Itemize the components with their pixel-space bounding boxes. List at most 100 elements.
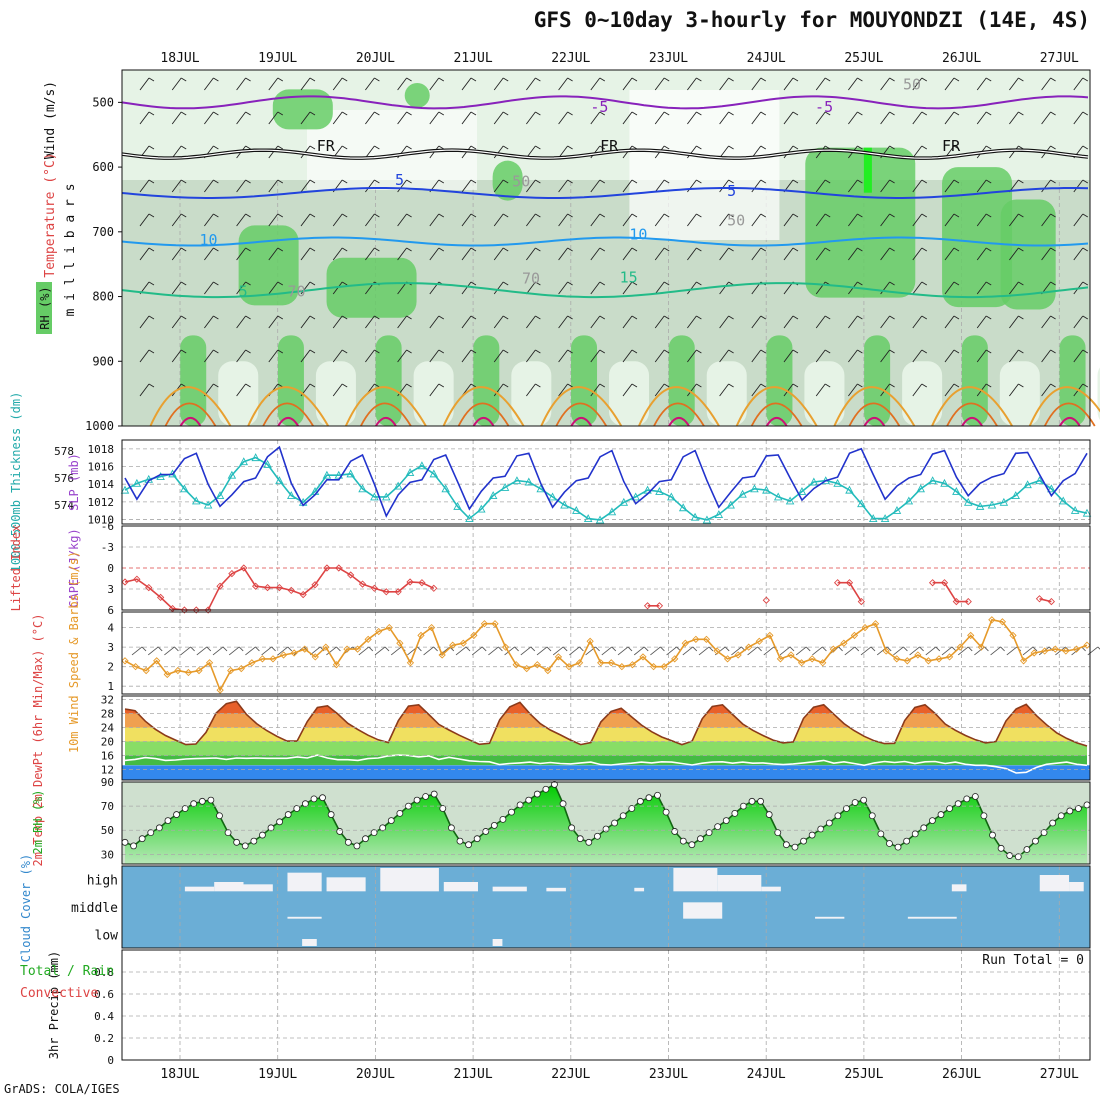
wind-barb [1041, 77, 1051, 91]
slp-tick-label: 1014 [88, 478, 115, 491]
surface-wind-barb [520, 646, 532, 656]
surface-wind-barb [731, 646, 742, 656]
run-total-annotation: Run Total = 0 [982, 953, 1084, 968]
wind-barb-flag [567, 111, 573, 116]
wind-barb-flag [535, 383, 541, 388]
wind-barb-flag [277, 77, 284, 82]
wind-barb-flag [277, 111, 284, 116]
wind-barb-flag [857, 179, 863, 184]
thickness-point [132, 478, 142, 487]
thickness-point [714, 510, 724, 518]
wind-barb [332, 383, 343, 397]
wind-barb-flag [792, 315, 799, 320]
wind-barb [558, 349, 568, 363]
contour-label: 70 [287, 283, 305, 301]
wind-barb [848, 213, 858, 227]
surface-wind-barb-flag [498, 646, 503, 652]
lifted-index-point [240, 564, 248, 572]
wind-barb [236, 349, 246, 363]
surface-wind-barb [957, 646, 969, 656]
rh2m-point [439, 805, 447, 812]
wind-barb [976, 349, 987, 363]
wind-barb [558, 315, 568, 329]
wind-barb [236, 247, 246, 261]
contour-15 [121, 282, 1089, 299]
thickness-point [227, 470, 237, 479]
date-label-top: 18JUL [160, 51, 199, 66]
surface-wind-barb-flag [141, 646, 147, 652]
wind-speed-point [544, 666, 552, 675]
wind-barb-flag [953, 111, 960, 116]
rh2m-point [903, 837, 911, 845]
rh2m-tick-label: 30 [101, 848, 114, 861]
wind-barb [526, 77, 536, 91]
wind-barb [139, 383, 150, 397]
thickness-point [880, 514, 890, 523]
thickness-point [1011, 491, 1020, 499]
wind-barb [654, 281, 665, 295]
wind-barb [204, 349, 214, 363]
cloud-segment [287, 872, 322, 892]
thickness-point [797, 487, 807, 495]
wind-speed-point [332, 661, 341, 669]
wind-barb [687, 111, 697, 125]
cloud-segment [214, 882, 244, 892]
surface-wind-barb [617, 646, 629, 656]
wind-barb-flag [213, 315, 219, 320]
temp-tick-label: 12 [101, 764, 114, 777]
contour-20 [442, 386, 525, 427]
date-label-top: 23JUL [649, 51, 688, 66]
date-label-top: 21JUL [454, 51, 493, 66]
rh-moist-patch [492, 160, 523, 201]
wind-barb-flag [213, 383, 219, 388]
rh2m-point [155, 824, 163, 832]
wind-barb-flag [438, 349, 445, 354]
rh2m-point [800, 837, 807, 845]
rh2m-point [963, 795, 971, 803]
wind-barb-flag [245, 179, 251, 184]
wind-barb-flag [470, 213, 477, 218]
rh-dry-column [511, 361, 552, 426]
wind-barb-flag [470, 77, 477, 82]
lifted-index-point [145, 583, 153, 592]
wind-barb-flag [1018, 111, 1024, 116]
wind-barb-flag [406, 349, 412, 354]
rh-moist-patch [404, 82, 430, 108]
temp-tick-label: 28 [101, 708, 114, 721]
wind-speed-point [459, 639, 467, 647]
wind-barb [719, 213, 729, 227]
contour-30 [765, 416, 788, 427]
wind-barb-flag [213, 77, 219, 82]
wind-barb [268, 315, 279, 329]
wind-barb [397, 315, 407, 329]
wind-barb [687, 213, 697, 227]
contour-30 [1058, 416, 1081, 427]
temp-color-band [125, 755, 1087, 766]
panel-frame-4 [121, 695, 1091, 781]
thickness-point [583, 514, 593, 523]
wind-barb-flag [470, 179, 477, 184]
wind-barb-flag [341, 349, 348, 354]
wind-barb [236, 77, 246, 91]
contour-label: 5 [239, 283, 248, 301]
wind-barb-flag [213, 213, 219, 218]
surface-wind-barb [552, 646, 564, 656]
rh2m-point [259, 831, 266, 839]
rh-legend-swatch [36, 282, 52, 334]
rh2m-point [1049, 819, 1057, 827]
wind-barb-flag [599, 315, 606, 320]
surface-wind-barb [196, 646, 208, 656]
wind-barb [429, 213, 440, 227]
wind-barb-flag [599, 213, 606, 218]
wind-speed-point [871, 620, 880, 628]
wind-barb-flag [245, 315, 251, 320]
wind-barb [204, 281, 214, 295]
rh2m-point [362, 835, 369, 843]
cloud-segment [634, 887, 645, 892]
thickness-point [1023, 480, 1032, 489]
wind-barb [1041, 179, 1051, 193]
wind-barb-flag [502, 247, 509, 252]
date-label-top: 26JUL [942, 51, 981, 66]
lifted-index-point [1047, 597, 1056, 606]
